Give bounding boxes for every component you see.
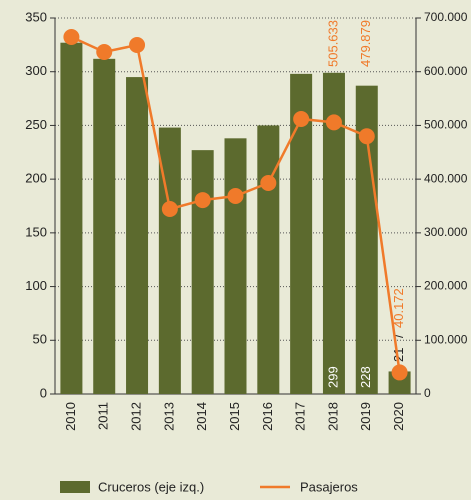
y-tick-label: 50 (33, 332, 47, 347)
y-tick-label: 350 (25, 9, 47, 24)
y2-tick-label: 700.000 (424, 10, 468, 24)
y-tick-label: 300 (25, 63, 47, 78)
y2-tick-label: 0 (424, 386, 431, 400)
line-point (161, 201, 178, 218)
y2-tick-label: 500.000 (424, 118, 468, 132)
y-tick-label: 100 (25, 278, 47, 293)
line-point (194, 192, 211, 209)
line-point (260, 175, 277, 192)
line-point (96, 44, 113, 61)
bar (257, 125, 280, 394)
y-tick-label: 250 (25, 117, 47, 132)
y2-tick-label: 200.000 (424, 279, 468, 293)
bar (126, 77, 149, 394)
bar-value-label: 21 (391, 348, 406, 362)
bar (290, 73, 313, 394)
y2-tick-label: 100.000 (424, 332, 468, 346)
y-tick-label: 0 (40, 385, 47, 400)
bar (322, 72, 345, 394)
line-value-label: 40.172 (391, 288, 406, 328)
x-tick-label: 2018 (325, 402, 340, 431)
x-tick-label: 2013 (161, 402, 176, 431)
x-tick-label: 2015 (227, 402, 242, 431)
y-tick-label: 150 (25, 224, 47, 239)
x-tick-label: 2014 (194, 402, 209, 431)
line-point (129, 37, 146, 54)
line-value-label: 479.879 (358, 20, 373, 67)
legend-label: Pasajeros (300, 479, 358, 494)
line-value-label: 505.633 (325, 20, 340, 67)
x-tick-label: 2010 (63, 402, 78, 431)
y2-tick-label: 400.000 (424, 171, 468, 185)
y-tick-label: 200 (25, 171, 47, 186)
annotation: 228 (358, 366, 373, 388)
bar-value-label: 299 (325, 366, 340, 388)
bar (60, 42, 83, 395)
bar (93, 58, 116, 395)
legend-swatch (60, 481, 90, 493)
line-point (391, 364, 408, 381)
bar (224, 138, 247, 394)
bar (191, 150, 214, 394)
line-point (63, 29, 80, 46)
y2-tick-label: 600.000 (424, 64, 468, 78)
line-point (325, 114, 342, 131)
x-tick-label: 2012 (128, 402, 143, 431)
x-tick-label: 2016 (260, 402, 275, 431)
x-tick-label: 2020 (391, 402, 406, 431)
annotation: / (391, 334, 406, 338)
line-point (358, 128, 375, 145)
y2-tick-label: 300.000 (424, 225, 468, 239)
bar (158, 127, 181, 394)
x-tick-label: 2019 (358, 402, 373, 431)
x-tick-label: 2011 (96, 402, 111, 430)
line-point (293, 110, 310, 127)
line-point (227, 188, 244, 205)
legend-label: Cruceros (eje izq.) (98, 479, 204, 494)
x-tick-label: 2017 (293, 402, 308, 431)
bar (355, 85, 378, 395)
